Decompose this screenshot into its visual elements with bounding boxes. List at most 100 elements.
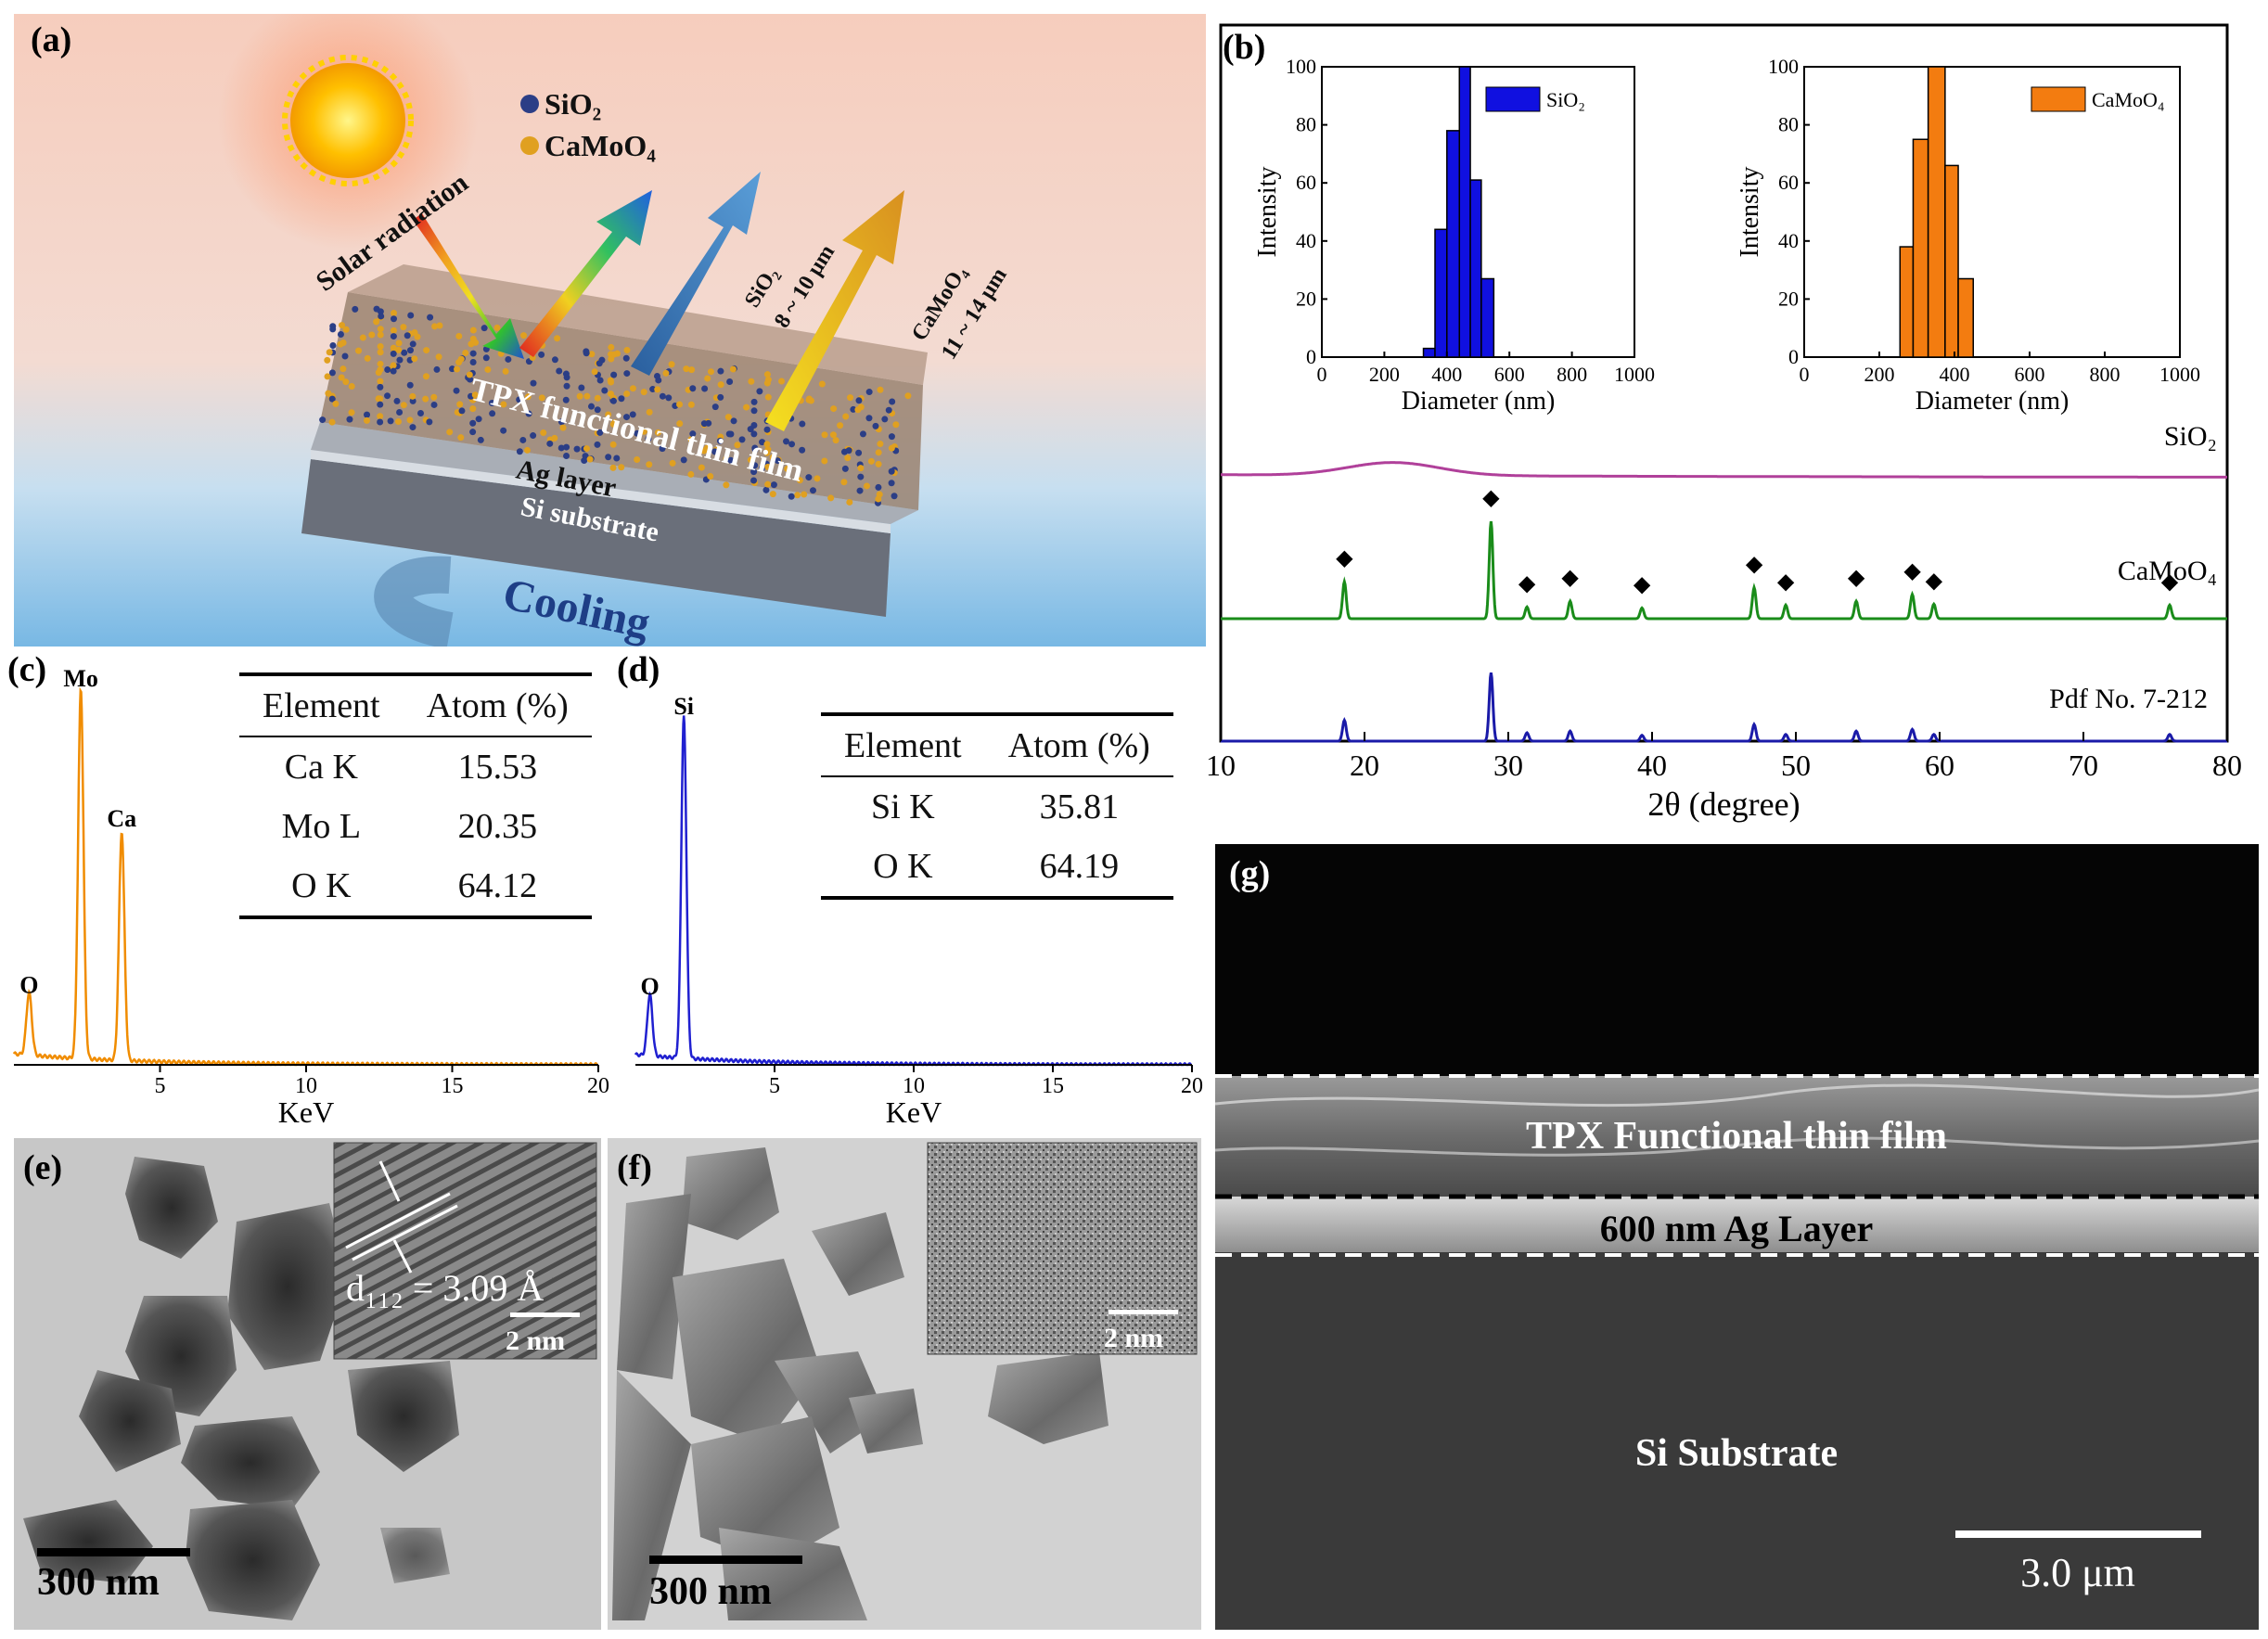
particle-dot [683, 365, 690, 373]
particle-dot [387, 417, 394, 425]
particle-dot [340, 365, 347, 373]
diffraction-peak-marker: ◆ [1336, 546, 1353, 570]
particle-dot [743, 403, 750, 411]
particle-dot [328, 395, 336, 403]
y-tick-label: 60 [1296, 171, 1316, 194]
particle-dot [618, 464, 625, 471]
particle-dot [557, 444, 565, 452]
particle-dot [469, 419, 477, 427]
particle-dot [700, 420, 708, 428]
particle-dot [377, 360, 384, 367]
particle-dot [332, 400, 340, 407]
particle-dot [830, 405, 838, 413]
particle-dot [758, 465, 765, 472]
histogram-bar [1446, 130, 1461, 358]
particle-dot [430, 393, 438, 401]
particle-dot [769, 454, 776, 461]
x-tick-label: 5 [155, 1074, 166, 1098]
particle-dot [807, 397, 814, 404]
particle-dot [623, 347, 631, 354]
sio2-legend-icon [520, 95, 539, 113]
particle-dot [763, 371, 771, 378]
particle-dot [489, 410, 496, 417]
hrtem-inset [927, 1142, 1198, 1355]
particle-dot [855, 449, 863, 456]
histogram-bar [1957, 277, 1974, 358]
y-tick-label: 20 [1296, 287, 1316, 310]
particle-dot [814, 475, 821, 482]
particle-dot [863, 482, 870, 490]
particle-dot [414, 333, 421, 340]
particle-dot [723, 481, 730, 489]
particle-dot [591, 368, 598, 376]
x-tick-label: 70 [2069, 749, 2098, 782]
scale-bar-label: 3.0 μm [2020, 1550, 2135, 1595]
y-tick-label: 20 [1778, 287, 1799, 310]
particle-dot [391, 315, 398, 323]
y-axis-label: Intensity [1253, 167, 1282, 258]
particle-dot [796, 477, 803, 484]
particle-dot [546, 440, 554, 447]
particle-dot [759, 439, 766, 446]
particle-dot [763, 426, 771, 433]
legend-sio2: SiO₂ [545, 87, 601, 121]
particle-dot [646, 408, 653, 416]
particle-dot [784, 465, 791, 472]
particle-dot [877, 386, 884, 393]
particle-dot [395, 346, 403, 353]
particle-dot [469, 405, 477, 413]
particle-dot [844, 455, 852, 462]
y-tick-label: 100 [1768, 55, 1799, 78]
y-tick-label: 100 [1286, 55, 1316, 78]
panel-label-f: (f) [617, 1148, 652, 1187]
particle-dot [583, 445, 590, 453]
particle-dot [559, 424, 567, 431]
legend-label: CaMoO₄ [2092, 88, 2165, 111]
legend-label: SiO₂ [1546, 88, 1585, 111]
particle-dot [799, 420, 806, 428]
x-axis-label: Diameter (nm) [1402, 387, 1556, 416]
particle-dot [586, 455, 594, 463]
particle-dot [829, 431, 837, 439]
particle-dot [519, 436, 527, 443]
table-header: Atom (%) [426, 686, 569, 725]
arrow-icon [392, 1239, 413, 1274]
x-tick-label: 15 [442, 1074, 464, 1098]
particle-dot [645, 435, 652, 442]
particle-dot [608, 355, 615, 363]
particle-dot [390, 327, 397, 334]
particle-dot [654, 429, 661, 436]
particle-dot [877, 441, 884, 448]
hrtem-inset [333, 1142, 597, 1360]
particle-dot [377, 349, 384, 356]
particle-dot [342, 326, 350, 333]
particle-dot [377, 331, 384, 339]
panel-f: 2 nm 300 nm (f) [608, 1138, 1201, 1630]
particle-dot [520, 332, 528, 339]
lattice-spacing-label: d₁₁₂ = 3.09 Å [346, 1267, 544, 1309]
particle-dot [341, 352, 349, 360]
table-row: O K 64.12 [239, 856, 592, 917]
panel-label-a: (a) [31, 20, 72, 59]
particle-dot [471, 391, 479, 399]
particle-dot [338, 374, 345, 381]
x-tick-label: 800 [1557, 363, 1587, 386]
particle-dot [500, 427, 507, 434]
particle-dot [416, 409, 424, 416]
peak-label: O [19, 971, 38, 998]
particle-dot [488, 400, 495, 407]
particle-dot [384, 365, 391, 373]
particle-dot [646, 461, 653, 468]
si-substrate-label: Si Substrate [1635, 1432, 1838, 1475]
particle-dot [505, 355, 512, 363]
x-tick-label: 10 [295, 1074, 317, 1098]
particle-dot [730, 417, 737, 425]
x-tick-label: 20 [1350, 749, 1379, 782]
particle-dot [538, 351, 545, 358]
particle-dot [427, 314, 434, 321]
particle-dot [821, 457, 828, 465]
particle-dot [623, 370, 631, 378]
particle-dot [482, 354, 490, 362]
particle-dot [524, 393, 532, 401]
